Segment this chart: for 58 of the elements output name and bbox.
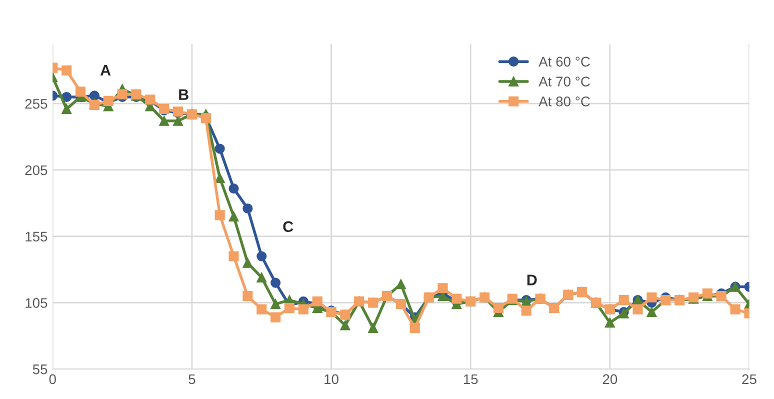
point (117, 89, 128, 100)
legend-label: At 70 °C (538, 76, 590, 86)
x-tick-label: 25 (742, 374, 756, 384)
point (270, 312, 281, 322)
point (604, 318, 615, 328)
point (242, 291, 253, 302)
point (632, 304, 643, 314)
point (646, 292, 657, 302)
point (228, 251, 239, 262)
x-tick-label: 5 (188, 374, 196, 384)
y-tick-label: 55 (32, 364, 48, 374)
point (62, 65, 72, 76)
point (62, 92, 72, 102)
point (646, 306, 657, 318)
point (702, 288, 712, 298)
point (521, 306, 532, 316)
point (284, 302, 295, 314)
point (452, 294, 462, 304)
point (214, 210, 225, 220)
point (312, 296, 322, 306)
point (214, 172, 225, 183)
point (396, 279, 406, 290)
point (172, 116, 184, 126)
annotation: C (283, 221, 294, 232)
point (228, 211, 239, 222)
legend-label: At 60 °C (538, 56, 590, 67)
point (340, 320, 350, 330)
point (368, 322, 378, 333)
point (270, 299, 281, 310)
point (256, 304, 267, 314)
x-tick-label: 0 (49, 374, 56, 384)
point (228, 184, 239, 194)
point (242, 258, 253, 268)
x-tick-label: 20 (602, 374, 618, 384)
annotation: B (179, 89, 188, 100)
point (214, 144, 225, 154)
annotation: A (100, 64, 111, 76)
annotation: D (527, 274, 537, 286)
point (438, 283, 448, 294)
point (730, 304, 740, 314)
point (270, 278, 281, 288)
point (618, 295, 629, 306)
y-tick-label: 205 (25, 165, 48, 176)
point (256, 272, 267, 283)
point (298, 304, 308, 314)
point (256, 251, 267, 262)
point (242, 203, 253, 214)
point (159, 116, 170, 126)
point (89, 90, 100, 101)
y-tick-label: 105 (26, 298, 48, 308)
x-tick-label: 10 (324, 374, 338, 384)
point (62, 104, 72, 114)
x-tick-label: 15 (464, 374, 478, 384)
y-tick-label: 155 (26, 232, 48, 242)
legend-label: At 80 °C (538, 96, 590, 106)
point (410, 322, 420, 333)
y-tick-label: 255 (25, 98, 48, 109)
point (75, 86, 86, 97)
